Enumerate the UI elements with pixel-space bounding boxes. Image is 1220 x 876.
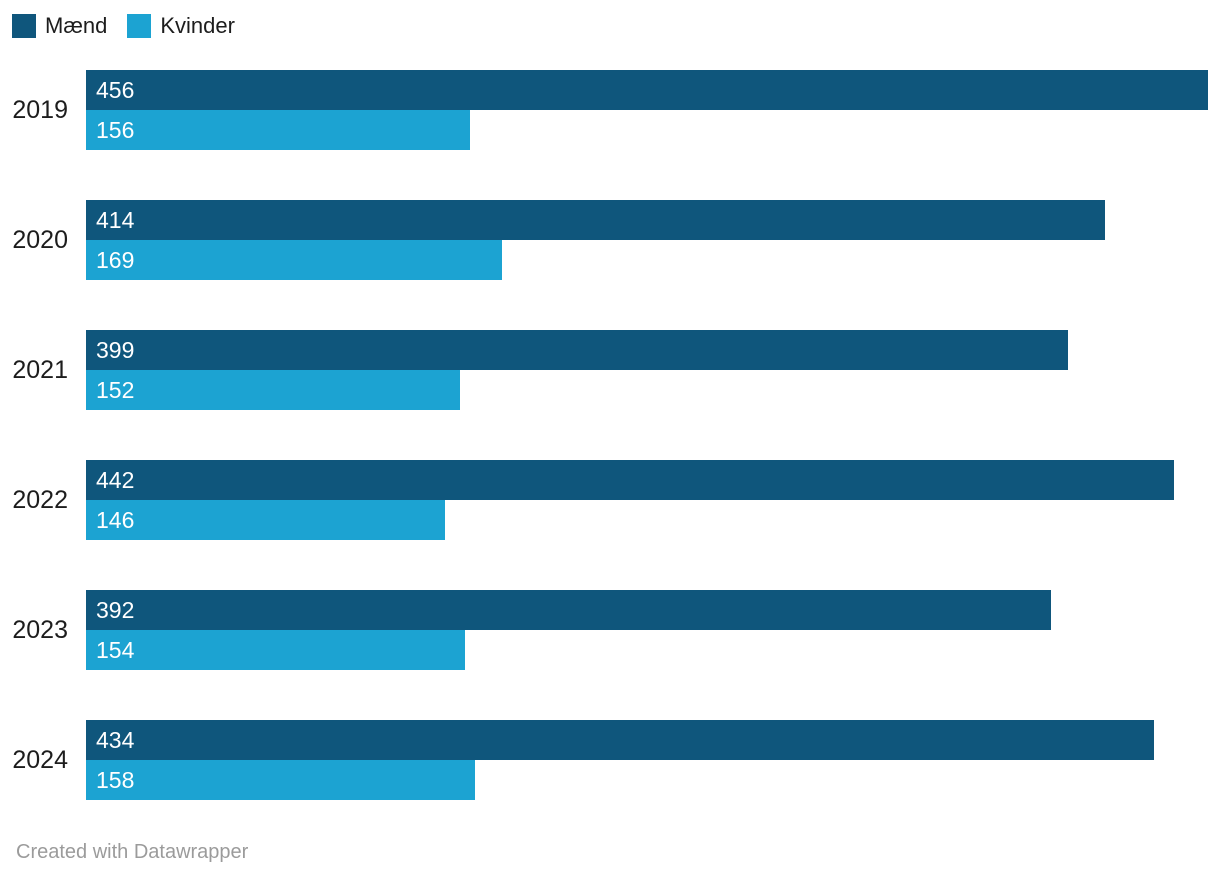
bar-maend[interactable]: 392 [86,590,1051,630]
bar-kvinder[interactable]: 169 [86,240,502,280]
legend-item-maend: Mænd [12,14,107,38]
legend-swatch-kvinder-icon [127,14,152,38]
category-label: 2023 [12,615,68,644]
bar-value-label: 152 [96,376,135,403]
bar-group: 2021 399 152 [0,330,1220,410]
category-label: 2022 [12,485,68,514]
bar-kvinder[interactable]: 152 [86,370,460,410]
bar-pair: 399 152 [86,330,1068,410]
bar-kvinder[interactable]: 154 [86,630,465,670]
bar-value-label: 158 [96,766,135,793]
bar-value-label: 456 [96,76,135,103]
bar-value-label: 169 [96,246,135,273]
legend-label-kvinder: Kvinder [160,13,235,38]
bar-pair: 434 158 [86,720,1154,800]
category-label: 2020 [12,225,68,254]
category-label: 2024 [12,745,68,774]
bar-group: 2022 442 146 [0,460,1220,540]
bar-value-label: 154 [96,636,135,663]
bar-maend[interactable]: 414 [86,200,1105,240]
bar-value-label: 442 [96,466,135,493]
bar-pair: 442 146 [86,460,1174,540]
bar-group: 2020 414 169 [0,200,1220,280]
bar-maend[interactable]: 456 [86,70,1208,110]
legend-item-kvinder: Kvinder [127,14,235,38]
bar-value-label: 399 [96,336,135,363]
legend-label-maend: Mænd [45,13,108,38]
bar-kvinder[interactable]: 158 [86,760,475,800]
bar-rows: 2019 456 156 2020 414 169 2021 399 152 2022 442 146… [0,70,1220,850]
bar-kvinder[interactable]: 146 [86,500,445,540]
bar-value-label: 156 [96,116,135,143]
bar-pair: 392 154 [86,590,1051,670]
bar-group: 2024 434 158 [0,720,1220,800]
bar-maend[interactable]: 434 [86,720,1154,760]
legend-swatch-maend-icon [12,14,36,38]
bar-maend[interactable]: 442 [86,460,1174,500]
legend: Mænd Kvinder [12,14,235,38]
category-label: 2021 [12,355,68,384]
bar-group: 2019 456 156 [0,70,1220,150]
bar-value-label: 146 [96,506,135,533]
category-label: 2019 [12,95,68,124]
bar-pair: 456 156 [86,70,1208,150]
bar-maend[interactable]: 399 [86,330,1068,370]
bar-value-label: 434 [96,726,135,753]
bar-kvinder[interactable]: 156 [86,110,470,150]
chart-attribution[interactable]: Created with Datawrapper [16,841,249,863]
bar-pair: 414 169 [86,200,1105,280]
bar-value-label: 392 [96,596,135,623]
bar-group: 2023 392 154 [0,590,1220,670]
bar-value-label: 414 [96,206,135,233]
